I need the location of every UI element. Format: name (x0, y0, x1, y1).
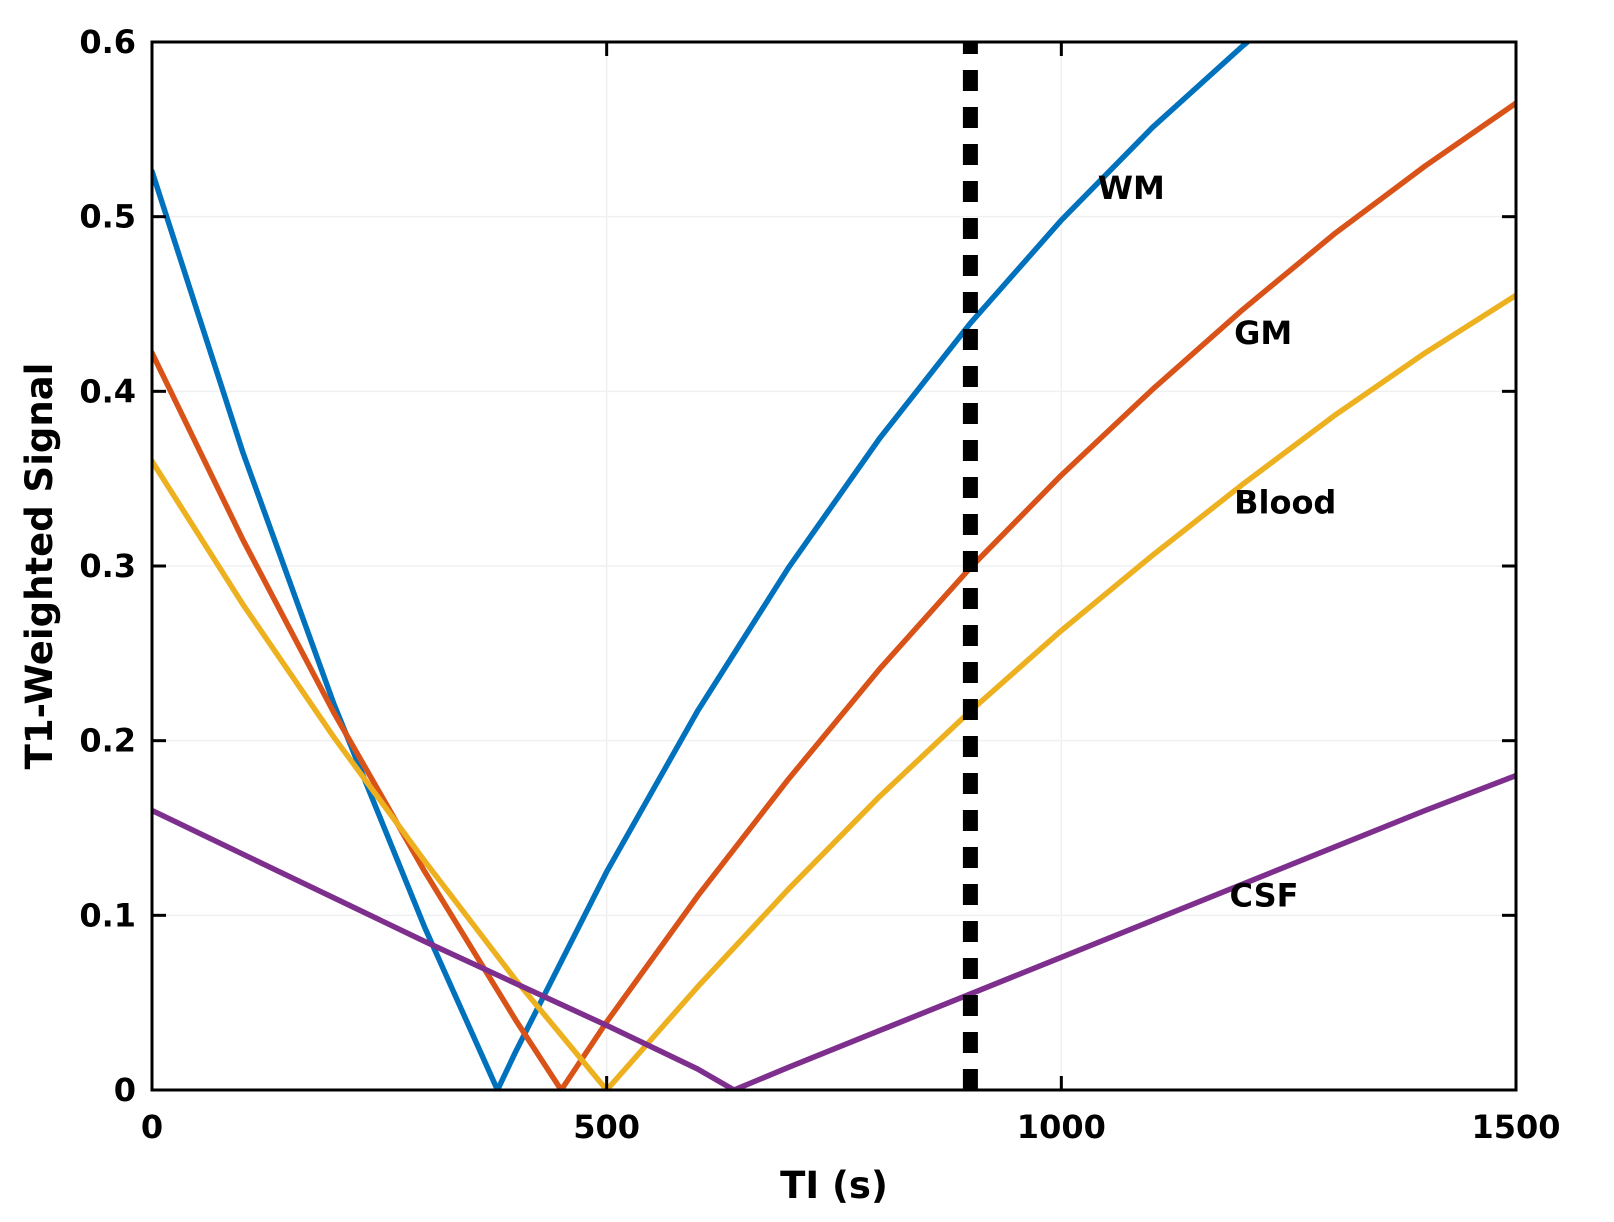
y-axis-label: T1-Weighted Signal (18, 363, 61, 770)
blood-curve (152, 292, 1516, 1090)
csf-curve (152, 772, 1516, 1090)
x-tick-label: 500 (573, 1108, 640, 1146)
gm-label: GM (1234, 314, 1292, 352)
y-tick-label: 0 (114, 1071, 136, 1109)
y-tick-label: 0.5 (79, 198, 136, 236)
x-tick-label: 0 (141, 1108, 163, 1146)
y-tick-label: 0.4 (79, 372, 136, 410)
y-tick-label: 0.2 (79, 722, 136, 760)
y-tick-label: 0.6 (79, 23, 136, 61)
blood-label: Blood (1234, 484, 1336, 522)
csf-label: CSF (1230, 877, 1299, 915)
y-tick-label: 0.3 (79, 547, 136, 585)
x-tick-label: 1500 (1471, 1108, 1560, 1146)
wm-label: WM (1098, 169, 1165, 207)
x-tick-label: 1000 (1017, 1108, 1106, 1146)
y-tick-label: 0.1 (79, 896, 136, 934)
x-axis-label: TI (s) (780, 1164, 888, 1207)
